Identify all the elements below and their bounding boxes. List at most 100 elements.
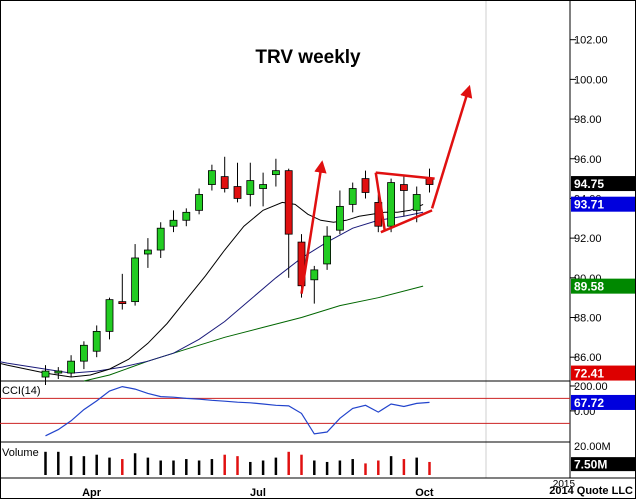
price-tag: 89.58: [571, 278, 635, 294]
candle-body: [271, 170, 280, 176]
price-tick-label: 102.00: [574, 35, 608, 47]
time-axis-labels: Apr Jul Oct 2015: [82, 479, 575, 499]
candle: [118, 273, 127, 310]
candle: [387, 178, 396, 233]
candle: [323, 226, 332, 270]
candle: [182, 208, 191, 227]
flag-pattern-line: [375, 171, 435, 180]
candle: [259, 172, 268, 207]
candle-body: [361, 178, 370, 193]
candle: [92, 325, 101, 358]
candle-body: [259, 184, 268, 189]
candle-body: [143, 249, 152, 255]
price-tag-box: [571, 196, 635, 212]
candle: [271, 158, 280, 187]
candle-body: [156, 227, 165, 251]
candle-body: [412, 194, 421, 211]
volume-tag-box: [571, 457, 635, 472]
candle: [246, 162, 255, 207]
cci-label: CCI(14): [2, 385, 41, 397]
price-tag-box: [571, 176, 635, 192]
flag-pattern-line: [374, 172, 386, 231]
time-axis-label: Apr: [82, 487, 102, 499]
trend-arrow: [430, 84, 473, 209]
price-tag-box: [571, 278, 635, 294]
candle-body: [105, 299, 114, 332]
candle: [195, 188, 204, 215]
candle-body: [387, 182, 396, 227]
candle: [105, 297, 114, 340]
candle: [399, 174, 408, 217]
price-tag: 94.75: [571, 176, 635, 192]
candle: [335, 190, 344, 235]
candle-body: [41, 370, 50, 378]
candle: [156, 222, 165, 258]
candle: [284, 168, 293, 278]
candle-body: [399, 184, 408, 191]
candle: [348, 182, 357, 213]
price-tick-label: 100.00: [574, 74, 608, 86]
cci-level-label: 200.00: [574, 381, 608, 393]
mid-moving-average-line: [0, 211, 424, 374]
candle-body: [284, 170, 293, 235]
candle-body: [54, 370, 63, 374]
price-tags: 94.75 93.71 89.58 72.41: [571, 176, 635, 381]
candle-body: [233, 186, 242, 199]
price-tick-label: 92.00: [574, 233, 602, 245]
price-tick-label: 86.00: [574, 352, 602, 364]
long-moving-average-line: [83, 285, 424, 382]
chart-title: TRV weekly: [255, 47, 361, 68]
candle-body: [207, 170, 216, 185]
time-axis-label: Oct: [415, 487, 434, 499]
cci-tag-label: 67.72: [574, 396, 604, 410]
moving-average-lines: [0, 201, 424, 382]
candle: [361, 170, 370, 199]
candle-body: [131, 257, 140, 303]
short-moving-average-line: [0, 201, 424, 378]
price-tag-label: 89.58: [574, 280, 604, 294]
candle: [207, 164, 216, 191]
price-tag-label: 94.75: [574, 177, 604, 191]
candle-body: [92, 330, 101, 352]
candle-body: [335, 205, 344, 231]
price-tag-label: 72.41: [574, 367, 604, 381]
cci-tag-box: [571, 394, 635, 410]
candle-body: [246, 180, 255, 195]
cci-line: [45, 385, 430, 437]
candle-body: [118, 301, 127, 305]
copyright-label: 2014 Quote LLC: [549, 485, 633, 497]
cci-band-lines: [0, 397, 570, 424]
candlestick-series: [41, 156, 434, 385]
candle-body: [169, 219, 178, 227]
candle: [143, 238, 152, 268]
candle-body: [67, 360, 75, 374]
candle: [131, 244, 140, 306]
price-tag-box: [571, 365, 635, 381]
candle: [233, 162, 242, 203]
candle-body: [220, 176, 229, 189]
candle: [169, 210, 178, 233]
volume-tick-label: 20.00M: [574, 441, 611, 453]
price-tick-label: 98.00: [574, 114, 602, 126]
candle: [220, 156, 229, 193]
candle-body: [310, 269, 319, 281]
candle-body: [348, 188, 357, 205]
candle: [310, 265, 319, 304]
candle-body: [195, 194, 204, 211]
volume-tag-label: 7.50M: [574, 458, 607, 472]
volume-axis: 20.00M 7.50M: [571, 441, 635, 472]
year-label: 2015: [553, 479, 576, 490]
candle-body: [80, 344, 88, 362]
time-axis-label: Jul: [250, 487, 266, 499]
volume-bars: [44, 451, 431, 475]
candle-body: [323, 235, 332, 265]
candle: [67, 355, 75, 378]
candle: [54, 367, 63, 380]
price-tag: 72.41: [571, 365, 635, 381]
candle-body: [182, 211, 191, 221]
price-tag-label: 93.71: [574, 198, 604, 212]
trend-annotations: [300, 84, 473, 294]
cci-value-tag: 67.72: [571, 394, 635, 410]
